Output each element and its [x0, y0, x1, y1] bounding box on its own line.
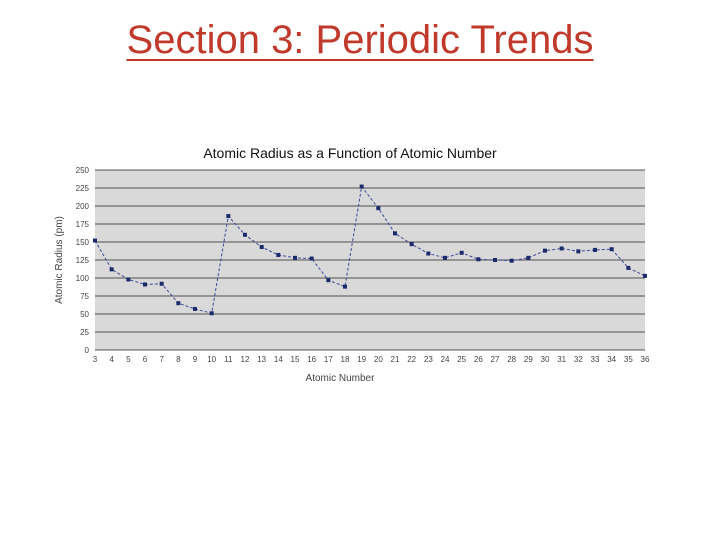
x-tick-label: 34 — [607, 355, 616, 364]
y-tick-label: 0 — [85, 346, 90, 355]
x-tick-label: 32 — [574, 355, 583, 364]
x-tick-label: 36 — [641, 355, 650, 364]
x-tick-label: 33 — [591, 355, 600, 364]
y-tick-label: 75 — [80, 292, 89, 301]
x-tick-label: 13 — [257, 355, 266, 364]
x-tick-label: 28 — [507, 355, 516, 364]
x-tick-label: 8 — [176, 355, 181, 364]
data-point — [426, 251, 431, 256]
series-line — [94, 185, 646, 314]
x-tick-label: 25 — [457, 355, 466, 364]
y-tick-label: 225 — [76, 184, 90, 193]
data-point — [243, 232, 247, 237]
data-point — [93, 238, 97, 243]
x-tick-label: 23 — [424, 355, 433, 364]
data-point — [193, 306, 197, 311]
y-tick-label: 250 — [76, 166, 90, 175]
x-tick-label: 35 — [624, 355, 633, 364]
atomic-radius-chart: Atomic Radius as a Function of Atomic Nu… — [54, 145, 650, 384]
x-tick-label: 22 — [407, 355, 416, 364]
x-tick-label: 6 — [143, 355, 148, 364]
data-points — [93, 184, 647, 316]
x-tick-label: 17 — [324, 355, 333, 364]
y-axis-label: Atomic Radius (pm) — [54, 216, 65, 304]
chart-title: Atomic Radius as a Function of Atomic Nu… — [203, 145, 497, 161]
x-tick-label: 18 — [341, 355, 350, 364]
data-point — [376, 206, 381, 211]
y-tick-label: 50 — [80, 310, 89, 319]
x-tick-label: 9 — [193, 355, 198, 364]
x-tick-label: 10 — [207, 355, 216, 364]
data-point — [593, 247, 597, 252]
data-point — [609, 247, 614, 252]
data-point — [109, 267, 114, 272]
data-point — [443, 255, 447, 260]
x-tick-label: 3 — [93, 355, 98, 364]
x-tick-label: 11 — [224, 355, 233, 364]
y-tick-label: 175 — [76, 220, 90, 229]
data-point — [359, 184, 364, 189]
grid-lines — [95, 169, 645, 351]
x-tick-label: 24 — [441, 355, 450, 364]
x-axis-label: Atomic Number — [306, 373, 376, 384]
data-point — [176, 301, 181, 306]
x-tick-label: 29 — [524, 355, 533, 364]
data-point — [626, 265, 631, 270]
x-tick-label: 14 — [274, 355, 283, 364]
x-tick-label: 21 — [391, 355, 400, 364]
data-point — [409, 242, 414, 247]
data-point — [509, 258, 514, 263]
x-tick-label: 12 — [241, 355, 250, 364]
data-point — [126, 277, 131, 282]
x-tick-label: 7 — [159, 355, 164, 364]
x-tick-label: 20 — [374, 355, 383, 364]
y-tick-label: 25 — [80, 328, 89, 337]
data-point — [493, 258, 497, 262]
x-tick-label: 16 — [307, 355, 316, 364]
data-point — [526, 255, 531, 260]
y-tick-label: 200 — [76, 202, 90, 211]
data-point — [476, 257, 481, 262]
y-tick-label: 100 — [76, 274, 90, 283]
data-point — [226, 214, 231, 219]
data-point — [643, 273, 647, 278]
data-point — [576, 249, 581, 254]
y-tick-labels: 0 25 50 75 100 125 150 175 200 225 250 — [76, 166, 90, 355]
data-point — [326, 278, 331, 283]
x-tick-label: 26 — [474, 355, 483, 364]
data-point — [343, 284, 347, 289]
data-point — [459, 250, 464, 255]
x-tick-label: 15 — [291, 355, 300, 364]
x-tick-label: 30 — [541, 355, 550, 364]
data-point — [559, 246, 564, 251]
data-point — [143, 282, 147, 287]
data-point — [309, 256, 314, 261]
data-point — [159, 281, 164, 286]
data-point — [259, 245, 264, 250]
data-point — [543, 248, 547, 253]
y-tick-label: 125 — [76, 256, 90, 265]
data-point — [276, 252, 281, 257]
data-point — [209, 311, 214, 316]
x-tick-label: 27 — [491, 355, 500, 364]
x-tick-label: 4 — [109, 355, 114, 364]
y-tick-label: 150 — [76, 238, 90, 247]
data-point — [393, 231, 397, 236]
x-tick-label: 31 — [557, 355, 566, 364]
slide-title: Section 3: Periodic Trends — [126, 18, 594, 62]
x-tick-label: 5 — [126, 355, 131, 364]
data-point — [293, 255, 297, 260]
x-tick-labels: 3 4 5 6 7 8 9 10 11 12 13 14 15 16 17 18 19 20 21 22 23 24 25 2… — [93, 355, 650, 364]
x-tick-label: 19 — [357, 355, 366, 364]
